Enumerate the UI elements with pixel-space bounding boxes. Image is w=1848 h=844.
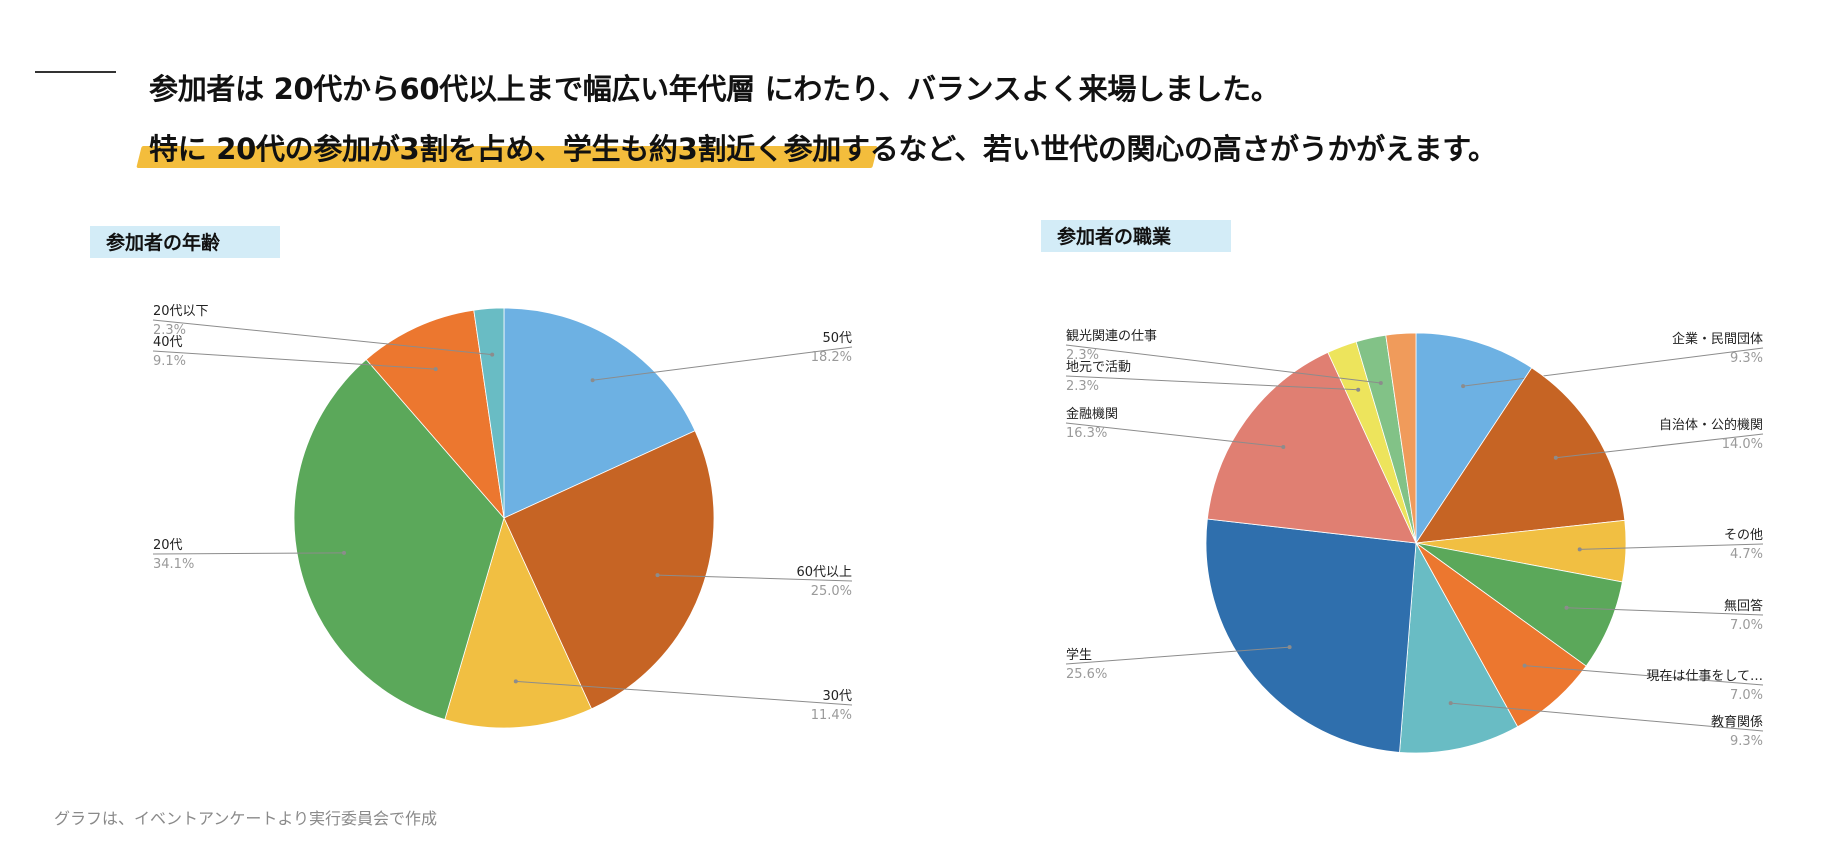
- slice-percent: 14.0%: [1722, 437, 1763, 452]
- leader-line: [1524, 665, 1764, 686]
- headline-line-1: 参加者は 20代から60代以上まで幅広い年代層 にわたり、バランスよく来場しまし…: [149, 72, 1280, 106]
- leader-line: [1065, 344, 1381, 384]
- leader-line: [1579, 543, 1764, 550]
- slice-label: 30代: [822, 689, 852, 704]
- slice-label: 学生: [1066, 647, 1092, 663]
- pie-chart-2: 企業・民間団体 9.3% 自治体・公的機関 14.0% その他 4.7% 無回答 7.0% 現在…: [1065, 329, 1764, 754]
- slice-label: その他: [1724, 528, 1763, 543]
- leader-line: [1566, 607, 1764, 616]
- pie-slice: [503, 307, 696, 519]
- leader-dot: [1378, 381, 1383, 385]
- pie-slice: [444, 516, 593, 729]
- leader-dot: [513, 679, 518, 684]
- pie-slice: [473, 307, 505, 519]
- slice-label: 金融機関: [1066, 406, 1118, 422]
- pie-slice: [1399, 541, 1519, 754]
- slice-label: 40代: [153, 335, 183, 350]
- slice-percent: 9.1%: [153, 354, 186, 369]
- slice-label: 現在は仕事をして…: [1646, 669, 1763, 684]
- slice-percent: 11.4%: [811, 708, 852, 723]
- leader-line: [1450, 702, 1764, 732]
- headline-line-2: 特に 20代の参加が3割を占め、学生も約3割近く参加するなど、若い世代の関心の高…: [149, 132, 1497, 166]
- slice-label: 60代以上: [796, 565, 852, 580]
- footnote: グラフは、イベントアンケートより実行委員会で作成: [54, 809, 438, 828]
- leader-line: [152, 350, 436, 370]
- slice-label: 50代: [822, 331, 852, 346]
- pie-slice: [1205, 518, 1417, 753]
- leader-line: [152, 552, 345, 555]
- pie-slice: [1206, 351, 1417, 544]
- slice-percent: 25.6%: [1066, 667, 1107, 682]
- leader-dot: [1287, 645, 1292, 650]
- slice-percent: 2.3%: [1066, 379, 1099, 394]
- slice-label: 教育関係: [1711, 714, 1763, 730]
- slice-percent: 9.3%: [1730, 734, 1763, 749]
- occupation-chart-title: 参加者の職業: [1041, 220, 1231, 252]
- leader-line: [152, 319, 493, 356]
- decorative-rule: [35, 71, 116, 73]
- pie-slice: [1415, 367, 1626, 544]
- slice-label: 観光関連の仕事: [1066, 329, 1157, 344]
- leader-line: [515, 680, 853, 706]
- slice-percent: 18.2%: [811, 350, 852, 365]
- slice-label: 地元で活動: [1066, 360, 1131, 375]
- slice-percent: 4.7%: [1730, 547, 1763, 562]
- slice-percent: 9.3%: [1730, 351, 1763, 366]
- leader-line: [657, 574, 853, 582]
- leader-dot: [1281, 445, 1286, 449]
- slice-percent: 16.3%: [1066, 426, 1107, 441]
- slice-percent: 7.0%: [1730, 688, 1763, 703]
- leader-dot: [1577, 547, 1582, 552]
- leader-dot: [342, 550, 346, 555]
- leader-line: [1463, 347, 1764, 387]
- pie-slice: [365, 309, 505, 520]
- leader-line: [1555, 433, 1764, 459]
- leader-dot: [1448, 701, 1453, 706]
- leader-dot: [1522, 663, 1527, 668]
- leader-dot: [1553, 455, 1558, 460]
- leader-line: [1065, 422, 1284, 448]
- pie-slice: [293, 358, 505, 720]
- leader-dot: [1564, 605, 1569, 610]
- leader-dot: [490, 352, 495, 357]
- leader-dot: [590, 378, 595, 383]
- leader-dot: [655, 573, 660, 578]
- slice-percent: 25.0%: [811, 584, 852, 599]
- pie-slice: [1415, 332, 1533, 545]
- age-chart-title: 参加者の年齢: [90, 226, 280, 258]
- slice-label: 20代: [153, 538, 183, 553]
- slice-percent: 2.3%: [153, 323, 186, 338]
- pie-slice: [1385, 332, 1417, 544]
- leader-line: [1065, 646, 1290, 665]
- leader-dot: [433, 367, 438, 372]
- leader-dot: [1356, 387, 1361, 392]
- slice-percent: 34.1%: [153, 557, 194, 572]
- leader-dot: [1461, 384, 1466, 389]
- slice-label: 企業・民間団体: [1672, 331, 1763, 347]
- slice-label: 20代以下: [153, 304, 209, 319]
- pie-chart-1: 50代 18.2% 60代以上 25.0% 30代 11.4% 20代 34.1% 40代 9.1…: [152, 304, 853, 729]
- leader-line: [592, 346, 853, 381]
- slice-label: 自治体・公的機関: [1659, 417, 1763, 433]
- slice-percent: 7.0%: [1730, 618, 1763, 633]
- leader-line: [1065, 375, 1359, 391]
- slice-label: 無回答: [1724, 598, 1763, 614]
- slice-percent: 2.3%: [1066, 348, 1099, 363]
